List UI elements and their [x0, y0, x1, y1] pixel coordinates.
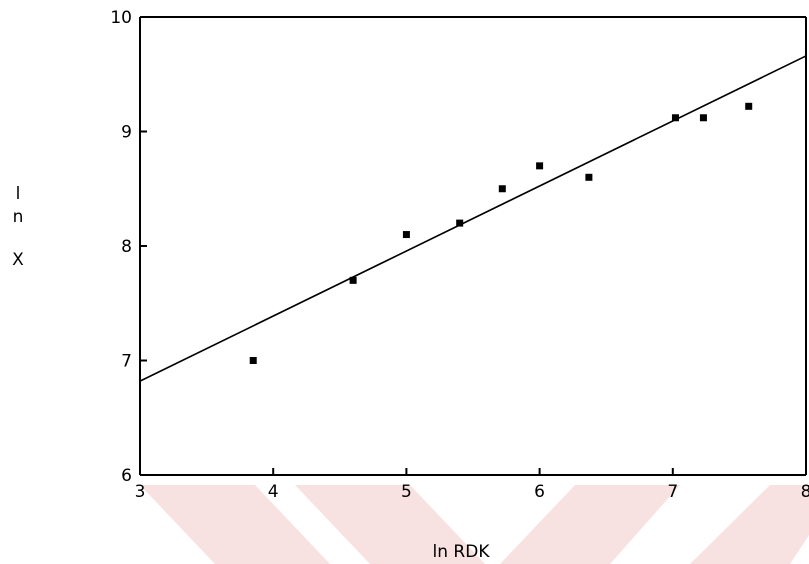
data-point [671, 114, 679, 122]
y-tick-label: 6 [121, 466, 132, 486]
x-tick-label: 5 [401, 482, 412, 502]
data-point [745, 102, 753, 110]
data-point [402, 231, 410, 239]
data-point [349, 276, 357, 284]
y-tick-label: 9 [121, 123, 132, 143]
data-point [536, 162, 544, 170]
y-tick-label: 7 [121, 352, 132, 372]
x-tick-label: 8 [801, 482, 809, 502]
y-tick-label: 10 [110, 8, 132, 28]
data-point [498, 185, 506, 193]
x-axis-label: ln RDK [433, 542, 491, 562]
data-points [249, 102, 753, 364]
y-axis-label: ln X [12, 184, 24, 270]
y-tick-label: 8 [121, 237, 132, 257]
watermark-stripe [295, 485, 485, 564]
x-tick-label: 3 [135, 482, 146, 502]
data-point [249, 357, 257, 364]
regression-line [139, 55, 807, 382]
ticks: 3 4 5 6 7 8 6 7 8 9 10 [110, 8, 809, 502]
y-axis-label-char: X [12, 250, 24, 270]
x-tick-label: 6 [534, 482, 545, 502]
watermark [140, 485, 809, 564]
watermark-stripe [500, 485, 680, 564]
axes [139, 16, 807, 476]
data-point [585, 173, 593, 181]
regression-line-group [139, 55, 807, 382]
x-tick-label: 7 [667, 482, 678, 502]
watermark-stripe [690, 485, 809, 564]
y-axis-label-char: l [16, 184, 21, 204]
y-axis-label-char: n [13, 207, 24, 227]
x-tick-label: 4 [268, 482, 279, 502]
watermark-stripe [140, 485, 330, 564]
data-point [456, 219, 464, 227]
data-point [699, 114, 707, 122]
